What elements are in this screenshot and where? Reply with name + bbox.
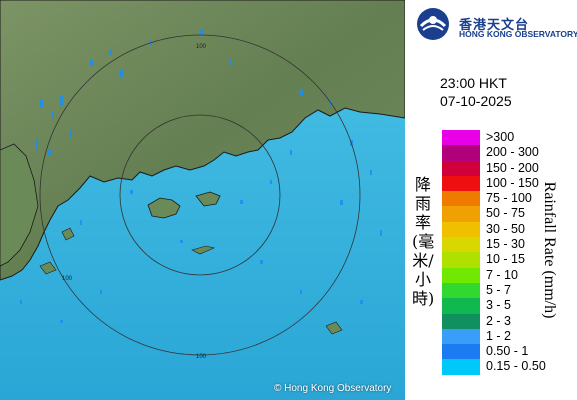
legend-label: 10 - 15	[486, 252, 525, 267]
legend-label: 75 - 100	[486, 191, 532, 206]
info-panel: 香港天文台 HONG KONG OBSERVATORY 23:00 HKT 07…	[405, 0, 577, 400]
western-peninsula	[0, 143, 39, 267]
legend-swatch	[442, 130, 480, 146]
hko-emblem-icon	[417, 8, 449, 40]
range-label-bottom: 100	[196, 354, 207, 360]
legend-label: 7 - 10	[486, 267, 518, 282]
legend-label: 15 - 30	[486, 237, 525, 252]
legend-swatch	[442, 252, 480, 268]
logo-chinese-name: 香港天文台	[459, 18, 530, 33]
lantau-island	[147, 197, 181, 219]
hong-kong-island	[195, 191, 221, 207]
legend-label: >300	[486, 130, 515, 144]
legend-swatch	[442, 359, 480, 375]
mainland-land	[0, 0, 405, 281]
legend-label: 5 - 7	[486, 282, 512, 297]
legend-swatch	[442, 175, 480, 192]
legend-label: 100 - 150	[486, 175, 539, 190]
observation-date: 07-10-2025	[440, 93, 512, 109]
legend-label: 0.15 - 0.50	[486, 359, 546, 374]
legend-swatch	[442, 313, 480, 329]
legend-label: 1 - 2	[486, 328, 512, 343]
legend-label: 50 - 75	[486, 206, 525, 221]
legend-swatch	[442, 160, 480, 176]
small-island-3	[325, 321, 343, 335]
logo-english-name: HONG KONG OBSERVATORY	[459, 29, 577, 39]
hko-logo: 香港天文台 HONG KONG OBSERVATORY	[415, 6, 577, 42]
range-label-left: 100	[62, 276, 73, 282]
legend-label: 200 - 300	[486, 145, 539, 160]
legend-title-english: Rainfall Rate (mm/h)	[541, 181, 558, 319]
legend-label: 0.50 - 1	[486, 344, 529, 359]
legend-title-chinese: 降雨率(毫米/小時)	[412, 175, 435, 308]
range-rings	[39, 34, 361, 356]
legend-swatch	[442, 237, 480, 253]
radar-echoes	[20, 30, 382, 323]
observation-time: 23:00 HKT	[440, 75, 507, 91]
legend-label: 2 - 3	[486, 313, 512, 328]
radar-map-canvas: 100 100 100	[0, 0, 405, 400]
legend-swatch	[442, 298, 480, 314]
legend-swatch	[442, 328, 480, 345]
small-island-2	[191, 245, 215, 255]
legend-label: 3 - 5	[486, 298, 512, 313]
legend-label: 150 - 200	[486, 160, 539, 175]
legend-swatch	[442, 145, 480, 161]
legend-title-english-wrapper: Rainfall Rate (mm/h)	[534, 155, 564, 345]
legend-swatch	[442, 344, 480, 360]
copyright-text: © Hong Kong Observatory	[274, 383, 392, 394]
legend-swatch	[442, 191, 480, 207]
legend-swatch	[442, 267, 480, 283]
range-label-top: 100	[196, 44, 207, 50]
small-island-1	[39, 261, 57, 275]
small-island-4	[61, 227, 75, 241]
radar-map[interactable]: 100 100 100 © Hong Kong Observatory	[0, 0, 405, 400]
legend-swatch	[442, 282, 480, 299]
legend-swatch	[442, 206, 480, 222]
legend-label: 30 - 50	[486, 221, 525, 236]
legend-swatch	[442, 221, 480, 238]
